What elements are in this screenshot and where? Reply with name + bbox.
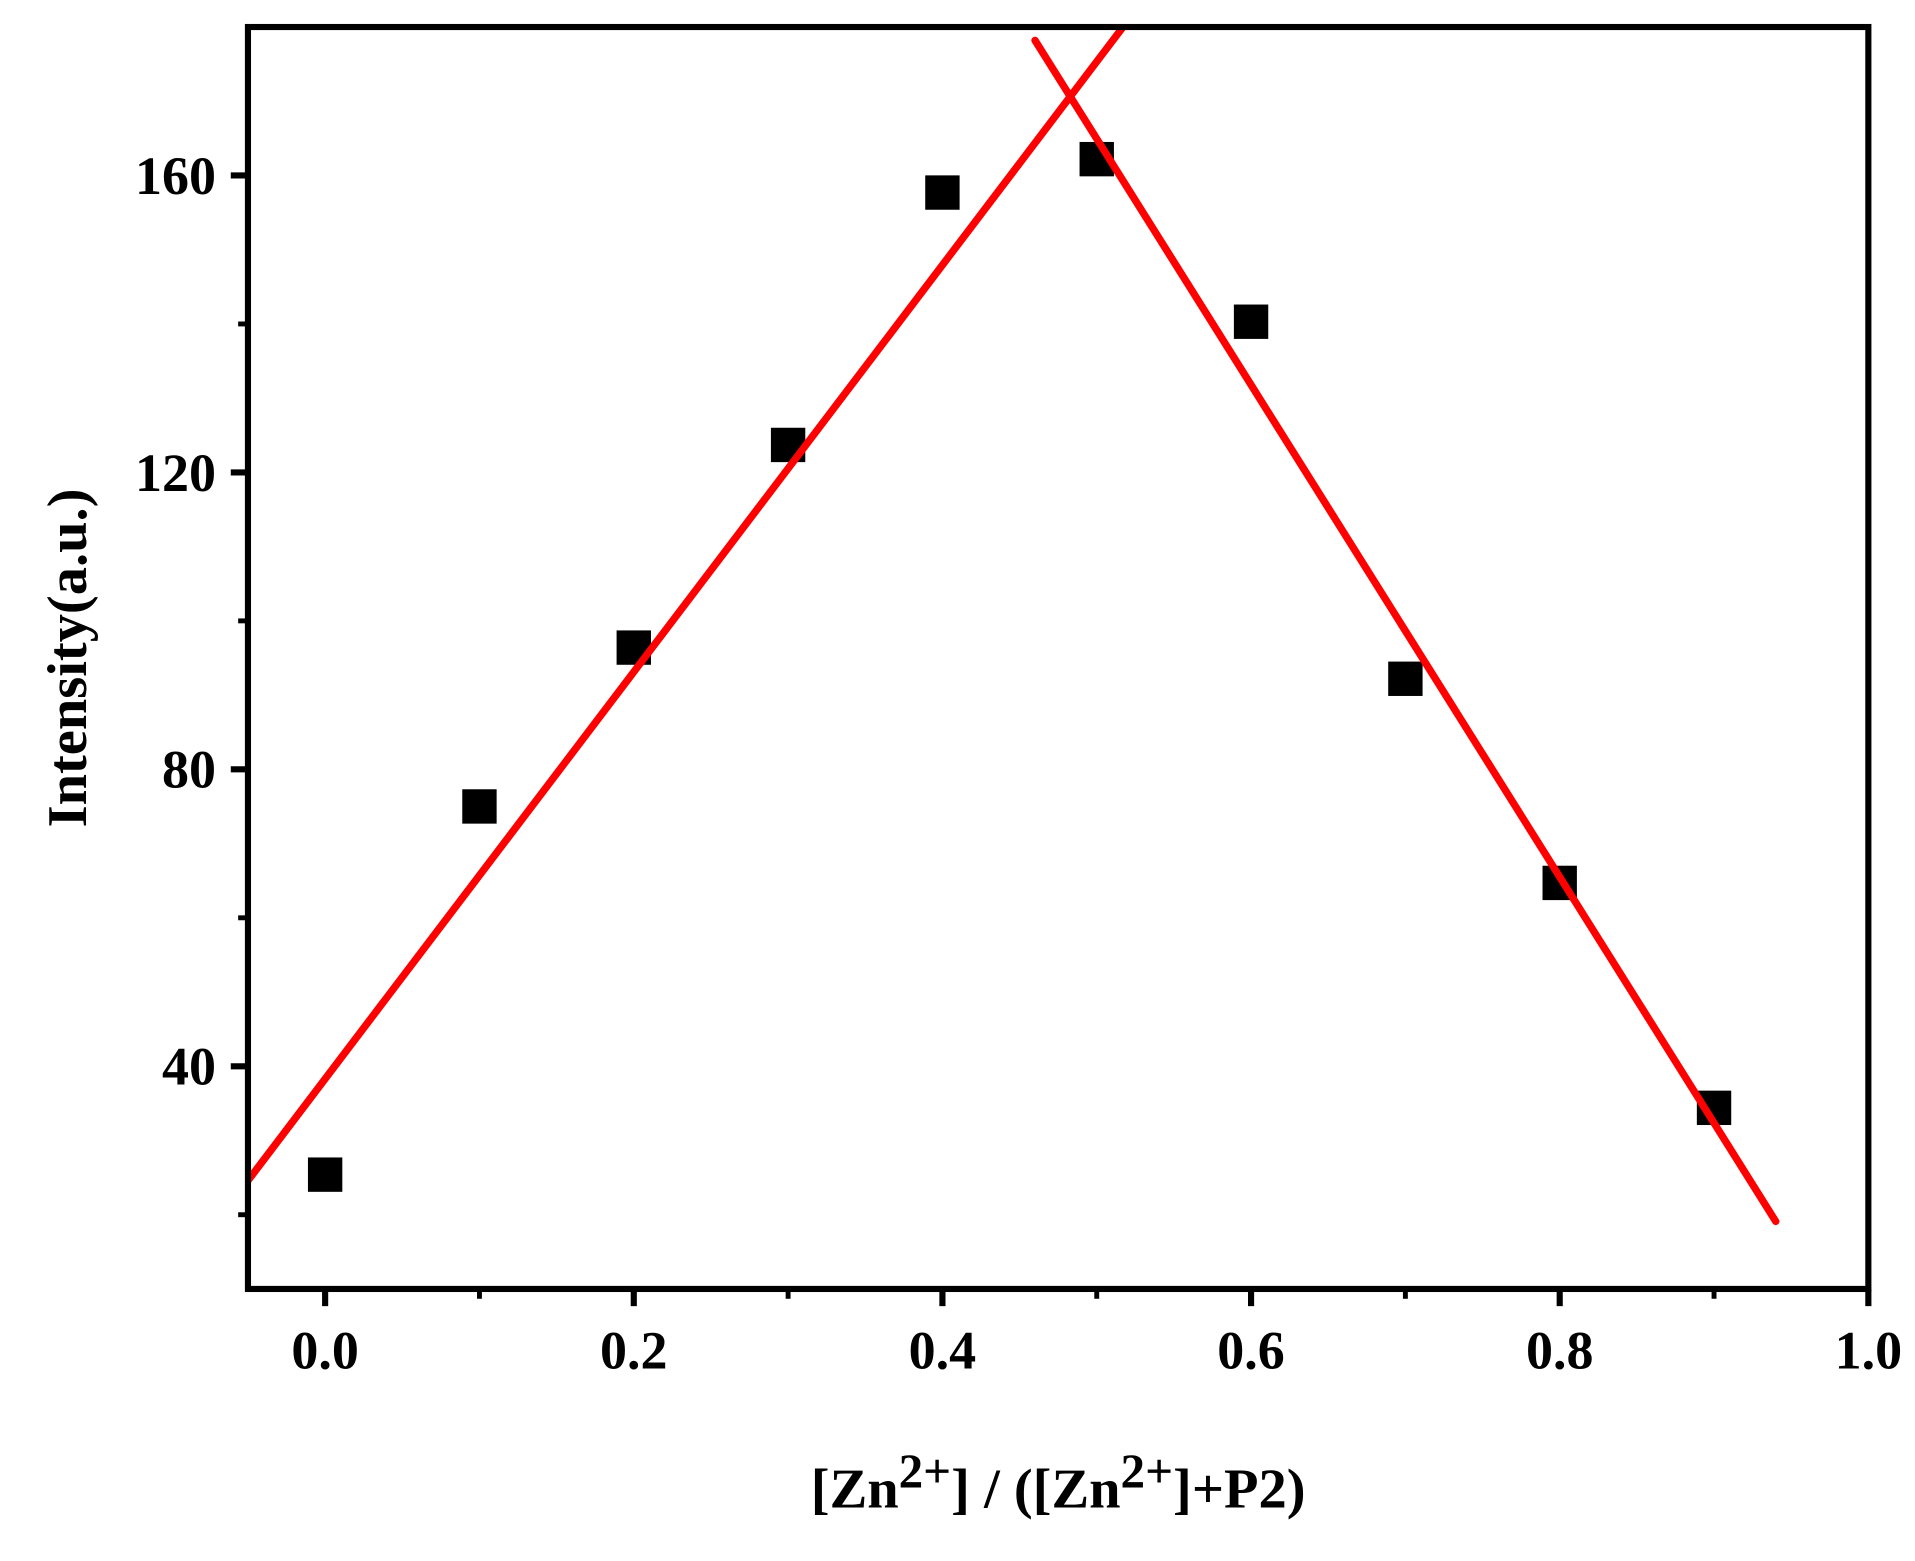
x-tick-label: 0.6 — [1217, 1321, 1285, 1381]
x-tick-label: 0.4 — [909, 1321, 977, 1381]
data-point — [1233, 304, 1269, 339]
y-tick-label: 80 — [162, 740, 216, 800]
data-point — [925, 175, 960, 210]
x-tick-label: 0.2 — [600, 1321, 668, 1381]
y-tick-label: 120 — [135, 443, 216, 503]
x-title-part: ]+P2) — [1173, 1458, 1305, 1520]
x-tick-label: 1.0 — [1835, 1321, 1903, 1381]
x-title-part: [Zn — [811, 1458, 899, 1520]
x-title-superscript: 2+ — [899, 1444, 952, 1499]
y-tick-label: 160 — [135, 146, 216, 206]
data-point — [1388, 661, 1423, 696]
plot-frame — [244, 23, 1872, 1293]
fit-line — [1031, 36, 1780, 1226]
fit-line — [247, 27, 1127, 1185]
x-axis-title: [Zn2+] / ([Zn2+]+P2) — [811, 1444, 1306, 1521]
data-point — [307, 1157, 343, 1192]
x-title-part: ] / ([Zn — [951, 1458, 1120, 1520]
x-tick-label: 0.8 — [1526, 1321, 1594, 1381]
x-title-superscript: 2+ — [1121, 1444, 1174, 1499]
data-point — [462, 789, 497, 824]
x-tick-label: 0.0 — [291, 1321, 359, 1381]
y-tick-label: 40 — [162, 1037, 216, 1097]
y-axis-title: Intensity(a.u.) — [37, 489, 99, 828]
